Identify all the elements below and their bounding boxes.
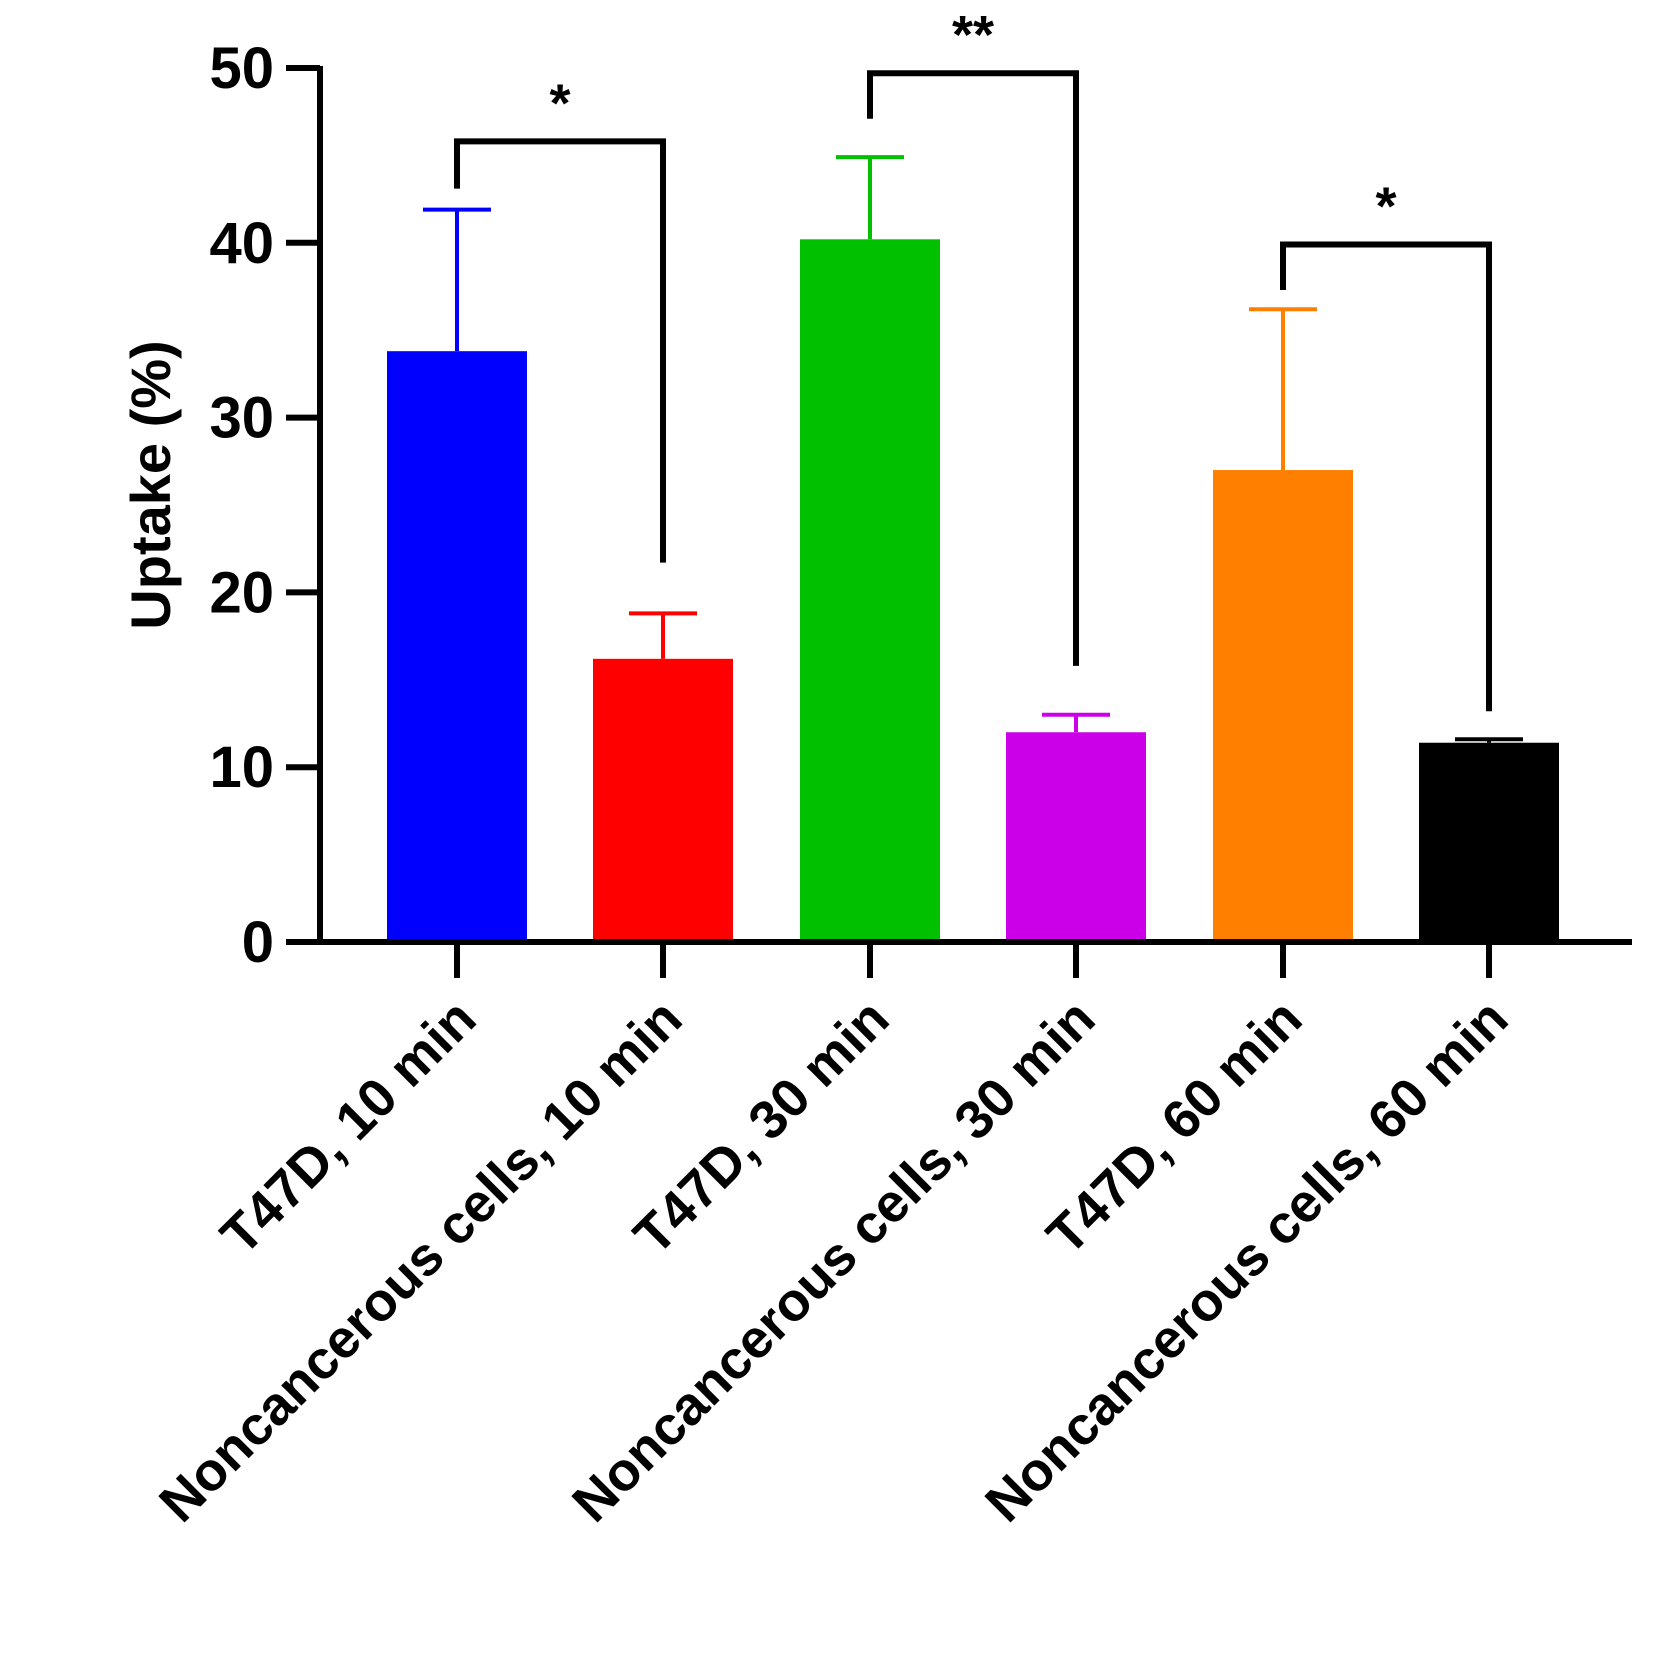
y-tick-label-10: 10 [209,735,274,800]
significance-label-2: ** [952,5,994,65]
y-tick-label-0: 0 [242,910,274,975]
significance-bracket-1 [454,138,666,563]
bar-6 [1419,742,1559,942]
bar-2 [593,658,733,942]
y-tick-label-40: 40 [209,211,274,276]
y-tick-label-50: 50 [209,36,274,101]
bars-layer [387,239,1559,942]
y-tick-label-30: 30 [209,386,274,451]
significance-bracket-3 [1280,241,1492,712]
axes-layer [286,65,1632,978]
significance-bracket-2 [867,70,1079,666]
significance-layer: **** [454,5,1492,712]
significance-label-3: * [1375,177,1396,237]
y-axis-title: Uptake (%) [119,340,182,629]
bar-5 [1213,470,1353,942]
bar-1 [387,351,527,942]
error-bars-layer [423,155,1523,743]
y-tick-label-20: 20 [209,560,274,625]
bar-4 [1006,732,1146,942]
significance-label-1: * [549,73,570,133]
bar-3 [800,239,940,942]
